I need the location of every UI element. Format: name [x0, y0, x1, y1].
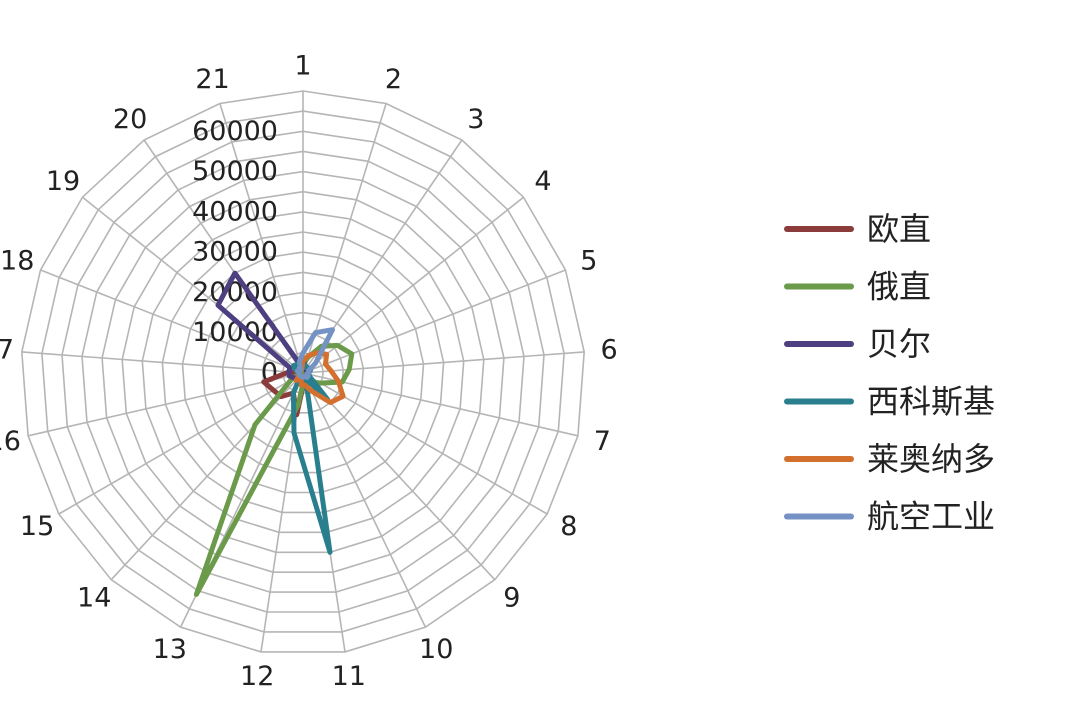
- grid-spoke: [302, 269, 566, 374]
- category-label: 20: [113, 104, 147, 135]
- legend-label: 莱奥纳多: [867, 440, 995, 478]
- category-label: 17: [0, 335, 14, 366]
- category-label: 5: [580, 245, 597, 276]
- category-label: 3: [467, 104, 484, 135]
- category-label: 12: [240, 661, 274, 692]
- grid-spoke: [27, 372, 304, 437]
- category-label: 13: [153, 634, 187, 665]
- grid-ring: [81, 150, 525, 593]
- grid-ring: [20, 90, 586, 653]
- legend-label: 贝尔: [867, 325, 931, 363]
- grid-spoke: [21, 351, 304, 374]
- category-label: 15: [20, 511, 54, 542]
- grid-ring: [261, 331, 345, 414]
- grid-ring: [41, 110, 565, 633]
- category-label: 8: [560, 511, 577, 542]
- grid-ring: [241, 311, 365, 434]
- grid-ring: [101, 170, 505, 574]
- grid-ring: [181, 251, 425, 494]
- grid-ring: [121, 190, 485, 554]
- category-label: 21: [195, 64, 229, 95]
- grid-spoke: [82, 196, 304, 374]
- series-lines: [193, 270, 355, 597]
- series-line: [294, 327, 335, 380]
- grid-spoke: [219, 103, 304, 374]
- radial-tick-label: 40000: [192, 196, 278, 227]
- category-label: 4: [534, 166, 551, 197]
- grid-ring: [161, 231, 445, 514]
- category-label: 9: [503, 583, 520, 614]
- grid-spoke: [302, 372, 496, 581]
- legend-label: 西科斯基: [867, 383, 995, 421]
- radial-tick-label: 20000: [192, 277, 278, 308]
- legend-label: 欧直: [867, 210, 931, 248]
- category-label: 18: [0, 245, 34, 276]
- grid-spoke: [302, 372, 427, 628]
- grid-ring: [61, 130, 545, 613]
- category-label: 10: [419, 634, 453, 665]
- legend-label: 俄直: [867, 268, 931, 306]
- category-label: 14: [77, 583, 111, 614]
- grid-ring: [201, 271, 405, 474]
- grid-ring: [141, 211, 465, 534]
- legend-label: 航空工业: [867, 498, 995, 536]
- grid-spoke: [302, 372, 579, 437]
- grid-ring: [221, 291, 385, 454]
- category-label: 6: [601, 335, 618, 366]
- grid-spoke: [302, 196, 524, 374]
- radial-tick-label: 50000: [192, 156, 278, 187]
- radial-tick-label: 60000: [192, 116, 278, 147]
- category-label: 11: [332, 661, 366, 692]
- grid-spoke: [302, 103, 387, 374]
- radial-tick-label: 30000: [192, 237, 278, 268]
- category-label: 1: [294, 51, 311, 82]
- category-label: 19: [46, 166, 80, 197]
- grid-spoke: [58, 372, 304, 515]
- category-label: 2: [385, 64, 402, 95]
- grid-spoke: [40, 269, 304, 374]
- spoke-labels: 123456789101112131415161718192021: [0, 51, 618, 693]
- category-label: 7: [594, 426, 611, 457]
- category-label: 16: [0, 426, 21, 457]
